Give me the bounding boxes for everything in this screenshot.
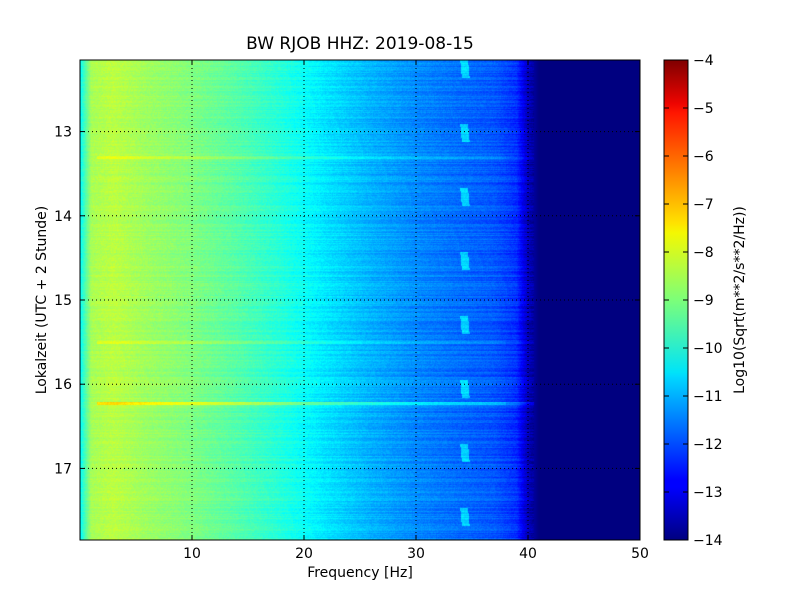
colorbar-ticks: −4 −5 −6 −7 −8 −9 −10 −11 −12 −13 −14 xyxy=(664,53,723,549)
y-tick-label: 15 xyxy=(54,293,72,309)
y-tick-label: 14 xyxy=(54,209,72,225)
x-tick-label: 40 xyxy=(519,546,537,562)
x-tick-label: 50 xyxy=(631,546,649,562)
colorbar-tick-label: −8 xyxy=(693,245,714,261)
colorbar-tick-label: −7 xyxy=(693,197,714,213)
colorbar-tick-label: −5 xyxy=(693,101,714,117)
colorbar-tick-label: −4 xyxy=(693,53,714,69)
plot-area: 10 20 30 40 50 13 14 15 16 17 xyxy=(54,59,649,562)
y-axis-label: Lokalzeit (UTC + 2 Stunde) xyxy=(34,206,50,395)
y-axis-ticks: 13 14 15 16 17 xyxy=(54,125,640,477)
colorbar-tick-label: −6 xyxy=(693,149,714,165)
colorbar-tick-label: −9 xyxy=(693,293,714,309)
colorbar-tick-label: −14 xyxy=(693,533,723,549)
x-tick-label: 30 xyxy=(407,546,425,562)
x-tick-label: 20 xyxy=(295,546,313,562)
y-tick-label: 17 xyxy=(54,461,72,477)
y-tick-label: 16 xyxy=(54,377,72,393)
grid-lines xyxy=(80,60,640,540)
colorbar: −4 −5 −6 −7 −8 −9 −10 −11 −12 −13 −14 xyxy=(663,53,723,549)
colorbar-label: Log10(Sqrt(m**2/s**2/Hz)) xyxy=(732,206,748,394)
colorbar-tick-label: −12 xyxy=(693,437,723,453)
colorbar-tick-label: −10 xyxy=(693,341,723,357)
colorbar-tick-label: −13 xyxy=(693,485,723,501)
x-tick-label: 10 xyxy=(183,546,201,562)
chart-title: BW RJOB HHZ: 2019-08-15 xyxy=(246,34,474,54)
x-axis-ticks: 10 20 30 40 50 xyxy=(183,60,649,562)
colorbar-tick-label: −11 xyxy=(693,389,723,405)
y-tick-label: 13 xyxy=(54,125,72,141)
x-axis-label: Frequency [Hz] xyxy=(307,565,413,581)
